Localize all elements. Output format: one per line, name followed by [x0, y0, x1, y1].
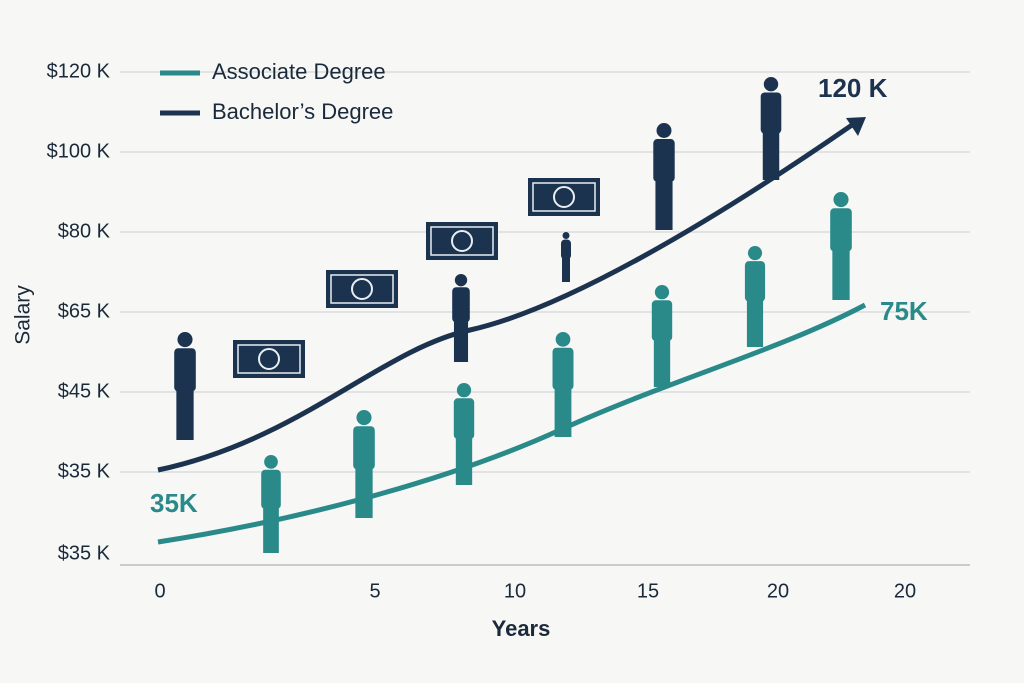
legend-label: Bachelor’s Degree — [212, 99, 393, 124]
person-body — [174, 348, 196, 392]
person-head — [264, 455, 278, 469]
grid: $120 K $100 K $80 K $65 K $45 K $35 K $35 K 0 5 1… — [47, 60, 970, 602]
person-head — [562, 232, 570, 239]
x-tick-label: 10 — [504, 580, 526, 602]
person-head — [654, 285, 670, 300]
y-tick-label: $45 K — [58, 380, 111, 402]
annotation: 75K — [880, 296, 928, 326]
y-tick-label: $80 K — [58, 220, 111, 242]
person-legs — [453, 319, 469, 362]
person-legs — [176, 388, 194, 440]
x-tick-label: 5 — [369, 580, 380, 602]
bill-coin — [553, 186, 575, 208]
person-body — [552, 347, 574, 390]
bill — [326, 270, 398, 308]
x-tick-label: 0 — [154, 580, 165, 602]
bill-coin — [351, 278, 373, 300]
y-tick-label: $35 K — [58, 542, 111, 564]
person-body — [760, 92, 782, 134]
person-legs — [832, 248, 850, 300]
person-head — [656, 123, 672, 138]
annotations: 35K 120 K 75K — [150, 73, 928, 518]
person-legs — [455, 436, 473, 485]
y-tick-label: $120 K — [47, 60, 111, 82]
person-body — [561, 239, 571, 260]
person-head — [356, 410, 372, 426]
y-tick-label: $100 K — [47, 140, 111, 162]
person-head — [454, 274, 468, 287]
person-legs — [562, 258, 570, 282]
bill-border — [430, 226, 494, 256]
person-legs — [263, 505, 279, 553]
bill-border — [532, 182, 596, 212]
legend-label: Associate Degree — [212, 59, 386, 84]
x-tick-label: 20 — [894, 580, 916, 602]
y-axis-label: Salary — [12, 285, 35, 345]
arrow-head — [846, 117, 866, 136]
person-head — [747, 246, 763, 261]
person-body — [651, 300, 673, 342]
bill-coin — [258, 348, 280, 370]
person-head — [456, 383, 472, 398]
person-head — [177, 332, 193, 348]
person-body — [453, 398, 475, 440]
associate-line — [157, 302, 867, 545]
person-body — [353, 426, 375, 470]
person-head — [833, 192, 849, 208]
person-body — [830, 208, 852, 252]
person-body — [261, 469, 281, 509]
y-tick-label: $35 K — [58, 460, 111, 482]
person-body — [452, 287, 470, 323]
illustrations — [174, 77, 852, 553]
x-axis-label: Years — [492, 616, 551, 641]
x-tick-label: 15 — [637, 580, 659, 602]
x-tick-label: 20 — [767, 580, 789, 602]
annotation: 35K — [150, 488, 198, 518]
bill-coin — [451, 230, 473, 252]
legend: Associate Degree Bachelor’s Degree — [160, 59, 393, 124]
bill — [528, 178, 600, 216]
bill-border — [237, 344, 301, 374]
person-legs — [762, 130, 780, 180]
bill-border — [330, 274, 394, 304]
person-legs — [355, 466, 373, 518]
person-head — [763, 77, 779, 92]
bill — [233, 340, 305, 378]
person-body — [653, 139, 675, 182]
y-tick-label: $65 K — [58, 300, 111, 322]
bachelor-line — [157, 122, 854, 473]
bill — [426, 222, 498, 260]
person-legs — [655, 178, 673, 230]
person-head — [555, 332, 571, 347]
person-body — [744, 261, 766, 302]
annotation: 120 K — [818, 73, 888, 103]
person-legs — [653, 338, 671, 387]
person-legs — [746, 298, 764, 347]
